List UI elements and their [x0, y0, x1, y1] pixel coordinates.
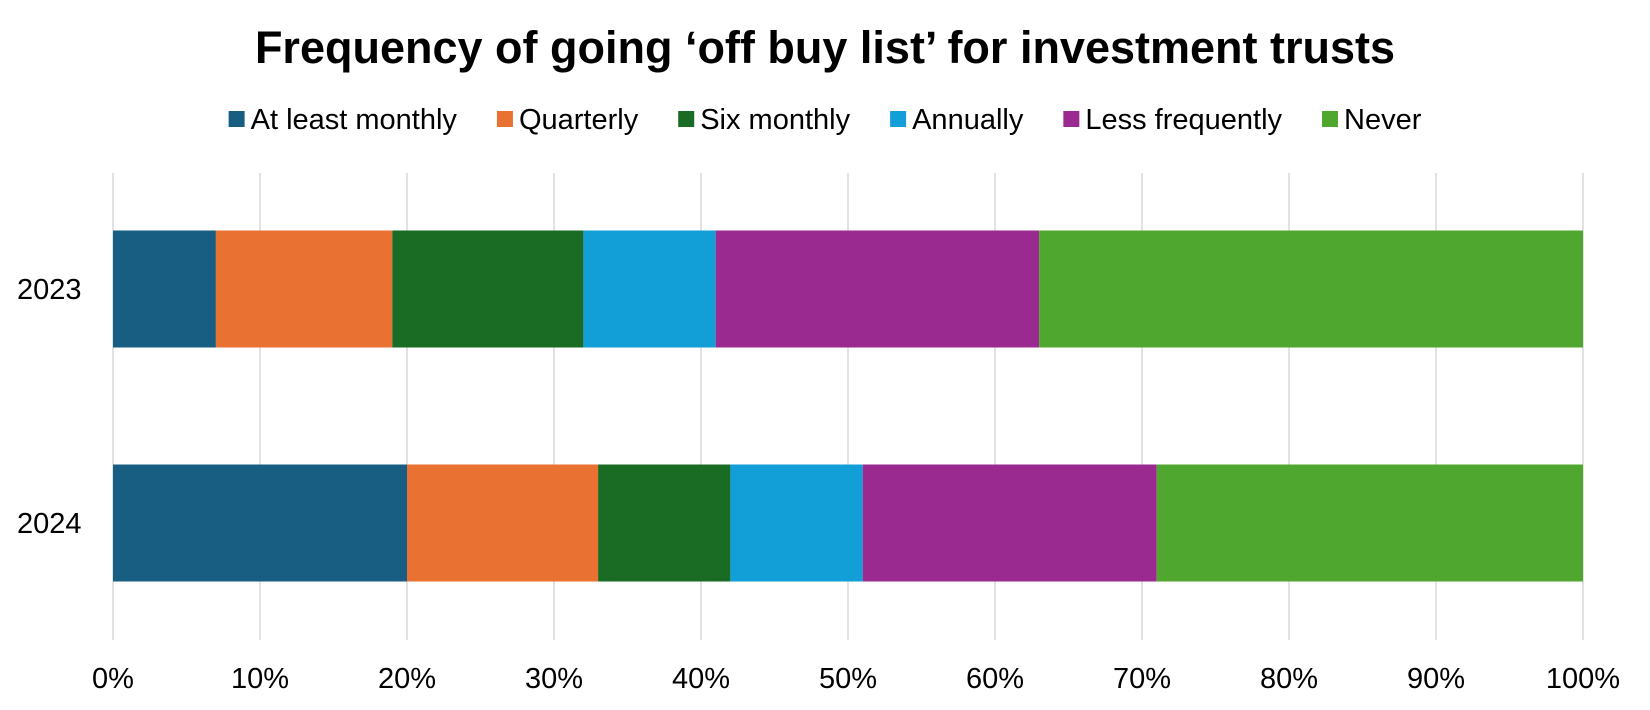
legend-swatch [1063, 111, 1080, 127]
legend-item-six-monthly: Six monthly [678, 104, 851, 136]
legend-item-never: Never [1322, 104, 1422, 136]
x-tick-label: 100% [1546, 663, 1620, 695]
bar-2024-less-frequently [862, 464, 1157, 582]
y-tick-label-2024: 2024 [17, 508, 82, 540]
bar-2024-annually [730, 464, 863, 582]
chart-title: Frequency of going ‘off buy list’ for in… [255, 22, 1395, 73]
x-tick-label: 30% [525, 663, 583, 695]
legend-item-less-frequently: Less frequently [1063, 104, 1283, 136]
bar-2023-at-least-monthly [113, 230, 216, 348]
legend-label: Annually [912, 104, 1024, 136]
legend-swatch [496, 111, 513, 127]
bar-2023-less-frequently [715, 230, 1040, 348]
x-tick-label: 50% [819, 663, 877, 695]
bar-2023-never [1039, 230, 1583, 348]
bar-2024-quarterly [407, 464, 599, 582]
legend-swatch [678, 111, 695, 127]
x-tick-label: 0% [92, 663, 134, 695]
bar-2023-quarterly [215, 230, 393, 348]
legend-swatch [228, 111, 245, 127]
legend-label: At least monthly [251, 104, 458, 136]
legend-label: Never [1344, 104, 1422, 136]
x-tick-label: 60% [966, 663, 1024, 695]
legend-label: Quarterly [519, 104, 639, 136]
y-tick-label-2023: 2023 [17, 274, 82, 306]
legend-swatch [890, 111, 907, 127]
y-axis-labels: 2023 2024 [17, 274, 82, 540]
bar-2024-never [1156, 464, 1583, 582]
x-axis-labels: 0% 10% 20% 30% 40% 50% 60% 70% 80% 90% 100% [92, 663, 1620, 695]
bars [113, 230, 1583, 582]
legend-swatch [1322, 111, 1339, 127]
x-tick-label: 40% [672, 663, 730, 695]
x-tick-label: 90% [1407, 663, 1465, 695]
legend-item-at-least-monthly: At least monthly [228, 104, 458, 136]
legend-item-annually: Annually [890, 104, 1024, 136]
x-tick-label: 70% [1113, 663, 1171, 695]
legend-item-quarterly: Quarterly [496, 104, 639, 136]
x-tick-label: 10% [231, 663, 289, 695]
bar-2023-six-monthly [392, 230, 584, 348]
bar-2023-annually [583, 230, 716, 348]
bar-2024-six-monthly [598, 464, 731, 582]
x-tick-label: 80% [1260, 663, 1318, 695]
x-tick-label: 20% [378, 663, 436, 695]
legend-label: Six monthly [700, 104, 850, 136]
legend-label: Less frequently [1085, 104, 1282, 136]
legend: At least monthly Quarterly Six monthly Annu… [228, 104, 1422, 136]
bar-2024-at-least-monthly [113, 464, 407, 582]
